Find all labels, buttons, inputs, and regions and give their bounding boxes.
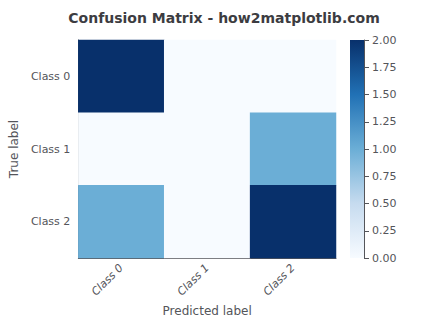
svg-text:Predicted label: Predicted label: [163, 304, 252, 318]
svg-text:0.50: 0.50: [372, 197, 397, 210]
svg-text:Class 1: Class 1: [31, 143, 70, 156]
svg-text:1.00: 1.00: [372, 143, 397, 156]
svg-text:Class 2: Class 2: [31, 215, 70, 228]
svg-text:1.50: 1.50: [372, 88, 397, 101]
svg-text:1.75: 1.75: [372, 61, 397, 74]
svg-text:0.75: 0.75: [372, 170, 397, 183]
svg-text:Class 0: Class 0: [31, 70, 70, 83]
svg-text:1.25: 1.25: [372, 115, 397, 128]
svg-text:Class 2: Class 2: [261, 261, 298, 298]
svg-text:True label: True label: [7, 120, 21, 179]
svg-text:2.00: 2.00: [372, 34, 397, 47]
svg-text:0.25: 0.25: [372, 224, 397, 237]
svg-text:0.00: 0.00: [372, 252, 397, 265]
svg-text:Confusion Matrix - how2matplot: Confusion Matrix - how2matplotlib.com: [68, 10, 379, 26]
svg-text:Class 0: Class 0: [89, 261, 126, 298]
svg-text:Class 1: Class 1: [175, 261, 212, 298]
